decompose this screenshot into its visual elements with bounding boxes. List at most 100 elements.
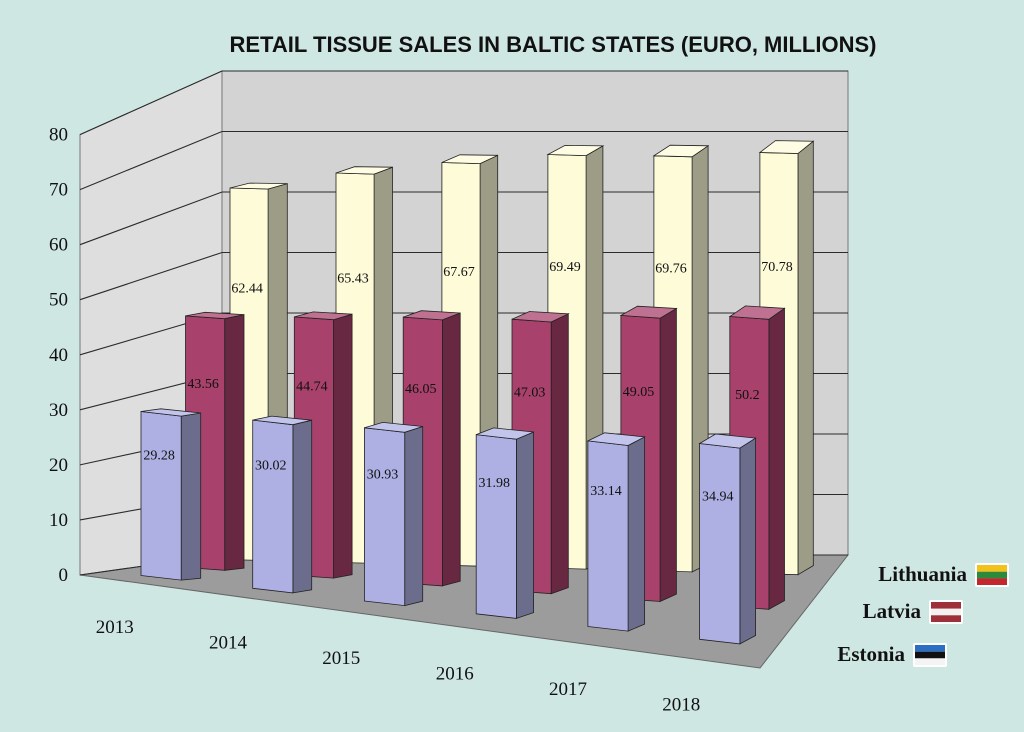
y-tick-label: 30 (49, 400, 68, 421)
x-tick-label: 2015 (322, 648, 360, 669)
bar-estonia-2018 (698, 433, 757, 645)
estonia-flag-icon (913, 643, 947, 667)
bar-top (441, 154, 498, 165)
bar-estonia-2013 (140, 408, 202, 581)
bar-top (698, 433, 757, 449)
data-label: 49.05 (623, 385, 655, 400)
bar-side (404, 425, 424, 607)
x-tick-label: 2014 (209, 632, 248, 653)
legend-label-lithuania: Lithuania (878, 562, 967, 586)
bar-side (739, 437, 756, 645)
y-tick-label: 70 (49, 180, 68, 201)
flag-stripe (915, 651, 945, 659)
bar-top (652, 144, 710, 158)
data-label: 34.94 (702, 490, 734, 505)
flag-stripe (915, 658, 945, 665)
bar-top (511, 311, 570, 323)
bar-estonia-2014 (252, 415, 313, 594)
y-tick-label: 80 (49, 125, 68, 146)
data-label: 69.49 (549, 260, 581, 275)
bar-top (403, 310, 461, 321)
flag-stripe (915, 645, 945, 652)
data-labels: 62.44 65.43 67.67 69.49 69.76 70.78 43.56 44.74… (143, 260, 792, 505)
data-label: 31.98 (479, 476, 511, 491)
y-tick-label: 50 (49, 290, 68, 311)
flag-stripe (931, 608, 961, 616)
gridline (79, 130, 848, 191)
y-tick-label: 0 (59, 565, 69, 586)
bar-top (229, 182, 288, 190)
gridline (79, 70, 848, 136)
flag-stripe (931, 602, 961, 609)
bar-side (441, 312, 461, 587)
bar-top (546, 144, 605, 157)
x-tick-label: 2016 (436, 663, 474, 684)
y-tick-label: 10 (49, 510, 68, 531)
bar-front (699, 443, 741, 645)
legend: Lithuania Latvia Estonia (837, 562, 1009, 667)
legend-label-latvia: Latvia (863, 599, 922, 623)
data-label: 33.14 (590, 484, 622, 499)
bar-front (140, 411, 182, 581)
x-tick-label: 2018 (662, 694, 700, 715)
bar-side (180, 412, 202, 581)
bar-top (252, 415, 312, 426)
data-label: 70.78 (761, 260, 793, 275)
data-label: 67.67 (443, 265, 475, 280)
y-axis-ticks: 0 10 20 30 40 50 60 70 80 (49, 125, 68, 586)
bar-side (627, 436, 645, 632)
bar-top (364, 421, 423, 433)
data-label: 30.93 (367, 468, 399, 483)
chart-title: RETAIL TISSUE SALES IN BALTIC STATES (EU… (230, 32, 877, 57)
bar-top (586, 432, 646, 446)
bar-front (475, 434, 517, 619)
x-axis-ticks: 2013 2014 2015 2016 2017 2018 (96, 617, 701, 716)
bar-top (140, 408, 201, 417)
y-tick-label: 40 (49, 345, 68, 366)
bar-side (659, 307, 677, 603)
y-tick-label: 60 (49, 235, 68, 256)
data-label: 46.05 (405, 382, 437, 397)
data-label: 30.02 (255, 459, 287, 474)
bar-front (252, 419, 294, 594)
bar-estonia-2015 (363, 421, 424, 607)
bar-top (728, 305, 786, 320)
data-label: 47.03 (514, 386, 546, 401)
bar-side (516, 431, 534, 619)
bar-front (587, 440, 629, 632)
x-tick-label: 2017 (549, 679, 587, 700)
bar-top (476, 427, 534, 440)
data-label: 65.43 (337, 272, 369, 287)
bar-front (363, 427, 406, 607)
bars (140, 140, 815, 645)
x-tick-label: 2013 (96, 617, 134, 638)
latvia-flag-icon (929, 600, 963, 624)
flag-stripe (977, 578, 1007, 585)
bar-top (294, 311, 353, 321)
flag-stripe (977, 571, 1007, 579)
bar-top (619, 305, 678, 319)
data-label: 44.74 (296, 380, 328, 395)
lithuania-flag-icon (975, 563, 1009, 587)
gridline (79, 251, 848, 301)
bar-side (224, 314, 245, 571)
bar-side (797, 140, 814, 576)
bar-estonia-2017 (586, 432, 646, 632)
bar-top (185, 311, 245, 320)
data-label: 43.56 (187, 377, 219, 392)
data-label: 62.44 (231, 282, 263, 297)
data-label: 50.2 (735, 388, 760, 403)
bar-top (758, 140, 815, 154)
bar-side (768, 307, 785, 610)
data-label: 69.76 (655, 262, 687, 277)
y-tick-label: 20 (49, 455, 68, 476)
flag-stripe (931, 615, 961, 622)
gridline (79, 191, 848, 246)
legend-label-estonia: Estonia (837, 642, 905, 666)
data-label: 29.28 (143, 449, 175, 464)
bar-top (335, 166, 393, 175)
bar-estonia-2016 (475, 427, 534, 619)
bar-side (550, 313, 569, 595)
